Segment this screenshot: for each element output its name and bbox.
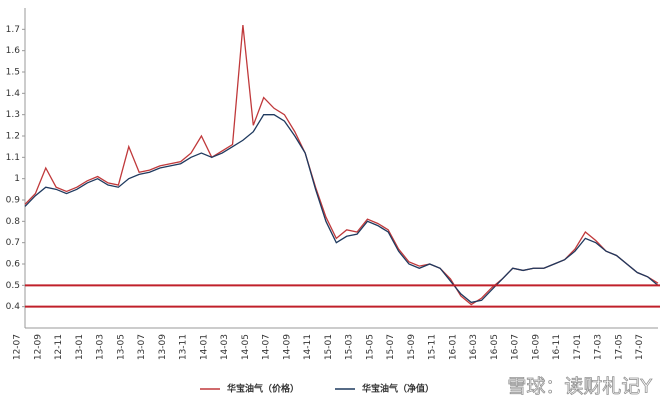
x-tick-label: 16-09 bbox=[531, 334, 541, 360]
x-tick-label: 13-09 bbox=[158, 334, 168, 360]
x-tick-label: 13-07 bbox=[137, 334, 147, 360]
x-tick-label: 15-03 bbox=[345, 334, 355, 360]
x-tick-label: 16-01 bbox=[448, 334, 458, 360]
x-tick-label: 17-01 bbox=[573, 334, 583, 360]
x-tick-label: 14-01 bbox=[199, 334, 209, 360]
x-tick-label: 15-01 bbox=[324, 334, 334, 360]
x-tick-label: 16-05 bbox=[490, 334, 500, 360]
y-tick-label: 0.4 bbox=[6, 302, 21, 312]
y-tick-label: 0.5 bbox=[6, 281, 20, 291]
watermark: 雪球：读财札记Y bbox=[507, 376, 652, 398]
y-tick-label: 0.6 bbox=[6, 260, 21, 270]
x-tick-label: 13-03 bbox=[96, 334, 106, 360]
y-tick-label: 1 bbox=[14, 174, 20, 184]
x-tick-label: 15-07 bbox=[386, 334, 396, 360]
series-line bbox=[24, 24, 659, 306]
x-tick-label: 17-03 bbox=[594, 334, 604, 360]
x-tick-label: 14-05 bbox=[241, 334, 251, 360]
y-tick-label: 1.7 bbox=[6, 25, 20, 35]
x-tick-label: 13-11 bbox=[179, 334, 189, 360]
y-tick-label: 1.3 bbox=[6, 110, 20, 120]
y-tick-label: 1.2 bbox=[6, 132, 20, 142]
x-tick-label: 15-05 bbox=[365, 334, 375, 360]
y-tick-label: 1.5 bbox=[6, 68, 20, 78]
x-tick-label: 16-07 bbox=[511, 334, 521, 360]
x-tick-label: 13-01 bbox=[75, 334, 85, 360]
x-tick-label: 14-03 bbox=[220, 334, 230, 360]
x-tick-label: 16-11 bbox=[552, 334, 562, 360]
series-line bbox=[24, 114, 659, 304]
y-tick-label: 1.6 bbox=[6, 46, 21, 56]
x-tick-label: 13-05 bbox=[116, 334, 126, 360]
y-tick-label: 0.9 bbox=[6, 196, 21, 206]
x-tick-label: 12-07 bbox=[13, 334, 23, 360]
x-tick-label: 14-09 bbox=[282, 334, 292, 360]
y-tick-label: 0.7 bbox=[6, 238, 20, 248]
y-tick-label: 0.8 bbox=[6, 217, 21, 227]
x-tick-label: 17-05 bbox=[614, 334, 624, 360]
x-tick-label: 14-11 bbox=[303, 334, 313, 360]
x-tick-label: 15-09 bbox=[407, 334, 417, 360]
x-tick-label: 12-09 bbox=[33, 334, 43, 360]
y-tick-label: 1.1 bbox=[6, 153, 20, 163]
x-tick-label: 16-03 bbox=[469, 334, 479, 360]
x-tick-label: 12-11 bbox=[54, 334, 64, 360]
x-tick-label: 14-07 bbox=[262, 334, 272, 360]
x-tick-label: 15-11 bbox=[428, 334, 438, 360]
legend-label: 华宝油气（净值） bbox=[362, 383, 434, 395]
legend-label: 华宝油气（价格） bbox=[227, 383, 299, 395]
y-tick-label: 1.4 bbox=[6, 89, 21, 99]
x-tick-label: 17-07 bbox=[635, 334, 645, 360]
